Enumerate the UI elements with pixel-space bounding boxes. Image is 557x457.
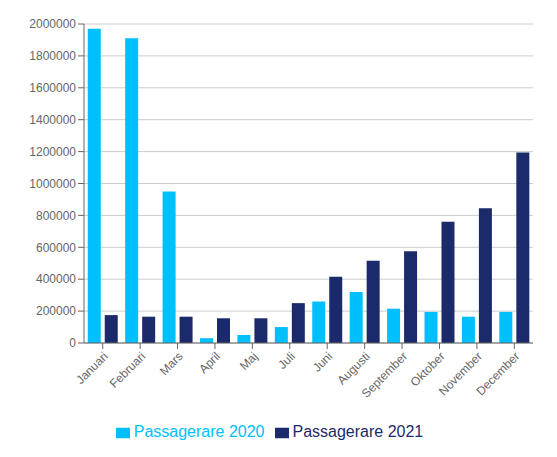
svg-text:1200000: 1200000 bbox=[29, 145, 76, 159]
svg-text:1600000: 1600000 bbox=[29, 81, 76, 95]
svg-text:0: 0 bbox=[69, 336, 76, 350]
svg-text:September: September bbox=[359, 349, 410, 400]
svg-text:Augusti: Augusti bbox=[334, 349, 373, 388]
svg-text:1400000: 1400000 bbox=[29, 113, 76, 127]
svg-text:1000000: 1000000 bbox=[29, 177, 76, 191]
svg-text:Juni: Juni bbox=[310, 349, 335, 374]
svg-text:November: November bbox=[436, 349, 485, 399]
svg-text:200000: 200000 bbox=[36, 304, 76, 318]
svg-text:400000: 400000 bbox=[36, 272, 76, 286]
svg-text:December: December bbox=[473, 349, 522, 398]
html-text:Passagerare 2020: Passagerare 2020 bbox=[133, 423, 265, 440]
svg-text:Oktober: Oktober bbox=[407, 349, 448, 390]
svg-text:Januari: Januari bbox=[73, 349, 111, 387]
svg-text:800000: 800000 bbox=[36, 209, 76, 223]
svg-text:Mars: Mars bbox=[157, 349, 186, 378]
svg-text:Juli: Juli bbox=[275, 349, 298, 372]
svg-text:Februari: Februari bbox=[107, 349, 148, 390]
html-text:Passagerare 2021: Passagerare 2021 bbox=[292, 423, 424, 440]
svg-text:1800000: 1800000 bbox=[29, 49, 76, 63]
svg-text:600000: 600000 bbox=[36, 241, 76, 255]
svg-text:Maj: Maj bbox=[237, 349, 261, 373]
svg-text:2000000: 2000000 bbox=[29, 17, 76, 31]
svg-text:April: April bbox=[196, 349, 223, 376]
